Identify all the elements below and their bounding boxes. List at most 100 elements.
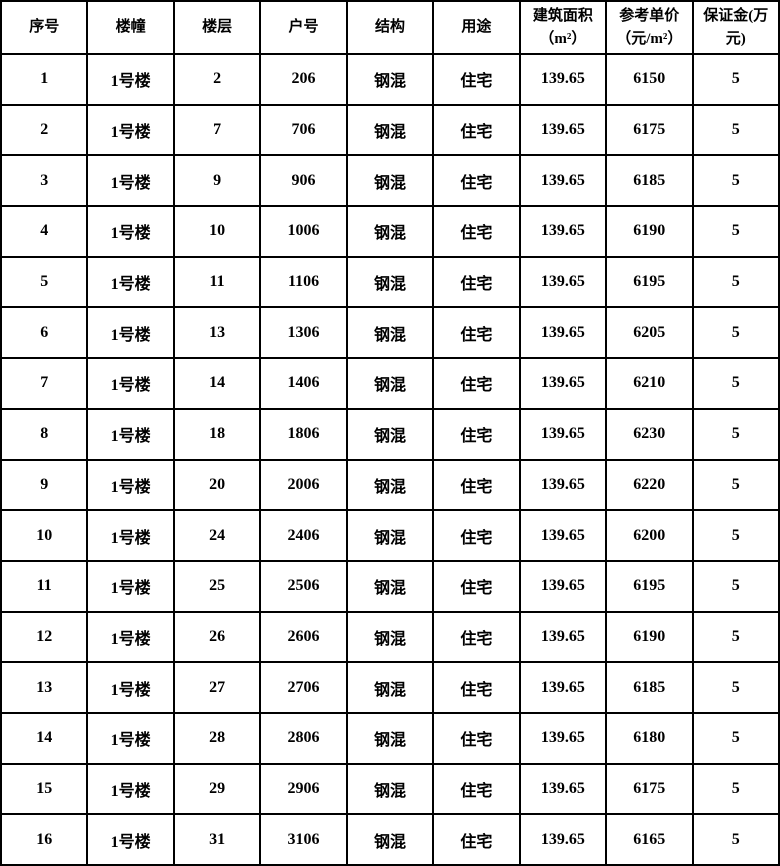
cell-unit-price: 6195 [605, 255, 694, 309]
table-body: 1 1号楼 2 206 钢混 住宅 139.65 6150 5 2 1号楼 7 706 钢混 住宅 139.6… [0, 53, 780, 866]
col-header-unit-no: 户号 [259, 0, 348, 55]
col-header-floor: 楼层 [172, 0, 262, 55]
cell-floor: 24 [172, 509, 262, 562]
cell-seq: 3 [0, 154, 89, 208]
table-header: 序号 楼幢 楼层 户号 结构 用途 建筑面积 （m²） 参考单价 （元/m²） 保证金(万 元) [0, 0, 780, 55]
col-header-deposit: 保证金(万 元) [691, 0, 780, 55]
cell-floor: 9 [172, 154, 262, 208]
cell-area: 139.65 [518, 762, 608, 816]
cell-area: 139.65 [518, 407, 608, 461]
cell-unit-price: 6200 [605, 509, 694, 562]
cell-unit-price: 6175 [605, 103, 694, 157]
table-row: 4 1号楼 10 1006 钢混 住宅 139.65 6190 5 [0, 205, 780, 258]
cell-building: 1号楼 [86, 255, 175, 309]
cell-unit-no: 1406 [259, 357, 348, 410]
cell-floor: 26 [172, 610, 262, 664]
cell-usage: 住宅 [432, 711, 521, 765]
cell-unit-no: 206 [259, 53, 348, 106]
cell-unit-price: 6165 [605, 813, 694, 866]
cell-seq: 8 [0, 407, 89, 461]
cell-building: 1号楼 [86, 357, 175, 410]
cell-building: 1号楼 [86, 103, 175, 157]
cell-building: 1号楼 [86, 306, 175, 360]
cell-deposit: 5 [691, 407, 780, 461]
cell-deposit: 5 [691, 559, 780, 613]
cell-building: 1号楼 [86, 813, 175, 866]
cell-unit-price: 6220 [605, 458, 694, 512]
cell-floor: 7 [172, 103, 262, 157]
cell-unit-no: 2906 [259, 762, 348, 816]
col-header-building: 楼幢 [86, 0, 175, 55]
cell-unit-no: 2406 [259, 509, 348, 562]
cell-usage: 住宅 [432, 661, 521, 714]
cell-seq: 14 [0, 711, 89, 765]
cell-area: 139.65 [518, 306, 608, 360]
table-row: 15 1号楼 29 2906 钢混 住宅 139.65 6175 5 [0, 762, 780, 816]
table-row: 7 1号楼 14 1406 钢混 住宅 139.65 6210 5 [0, 357, 780, 410]
cell-unit-price: 6175 [605, 762, 694, 816]
table-row: 6 1号楼 13 1306 钢混 住宅 139.65 6205 5 [0, 306, 780, 360]
cell-floor: 27 [172, 661, 262, 714]
table-row: 11 1号楼 25 2506 钢混 住宅 139.65 6195 5 [0, 559, 780, 613]
cell-usage: 住宅 [432, 762, 521, 816]
cell-usage: 住宅 [432, 53, 521, 106]
cell-building: 1号楼 [86, 711, 175, 765]
cell-deposit: 5 [691, 610, 780, 664]
cell-usage: 住宅 [432, 205, 521, 258]
table-row: 3 1号楼 9 906 钢混 住宅 139.65 6185 5 [0, 154, 780, 208]
cell-usage: 住宅 [432, 154, 521, 208]
cell-unit-no: 1006 [259, 205, 348, 258]
cell-usage: 住宅 [432, 559, 521, 613]
cell-structure: 钢混 [345, 813, 435, 866]
cell-floor: 29 [172, 762, 262, 816]
cell-seq: 2 [0, 103, 89, 157]
cell-floor: 20 [172, 458, 262, 512]
cell-deposit: 5 [691, 154, 780, 208]
cell-usage: 住宅 [432, 357, 521, 410]
cell-usage: 住宅 [432, 509, 521, 562]
cell-unit-no: 2006 [259, 458, 348, 512]
cell-deposit: 5 [691, 255, 780, 309]
cell-deposit: 5 [691, 509, 780, 562]
cell-unit-price: 6210 [605, 357, 694, 410]
cell-structure: 钢混 [345, 306, 435, 360]
cell-area: 139.65 [518, 661, 608, 714]
cell-unit-no: 1306 [259, 306, 348, 360]
cell-usage: 住宅 [432, 458, 521, 512]
cell-structure: 钢混 [345, 154, 435, 208]
cell-unit-no: 2806 [259, 711, 348, 765]
table-row: 5 1号楼 11 1106 钢混 住宅 139.65 6195 5 [0, 255, 780, 309]
cell-usage: 住宅 [432, 255, 521, 309]
cell-area: 139.65 [518, 458, 608, 512]
cell-seq: 16 [0, 813, 89, 866]
cell-floor: 14 [172, 357, 262, 410]
cell-building: 1号楼 [86, 762, 175, 816]
cell-seq: 9 [0, 458, 89, 512]
col-header-seq: 序号 [0, 0, 89, 55]
cell-area: 139.65 [518, 53, 608, 106]
cell-usage: 住宅 [432, 407, 521, 461]
cell-structure: 钢混 [345, 762, 435, 816]
table-row: 9 1号楼 20 2006 钢混 住宅 139.65 6220 5 [0, 458, 780, 512]
cell-building: 1号楼 [86, 610, 175, 664]
cell-structure: 钢混 [345, 559, 435, 613]
header-row: 序号 楼幢 楼层 户号 结构 用途 建筑面积 （m²） 参考单价 （元/m²） 保证金(万 元) [0, 0, 780, 55]
cell-structure: 钢混 [345, 610, 435, 664]
col-header-structure: 结构 [345, 0, 435, 55]
cell-floor: 28 [172, 711, 262, 765]
cell-floor: 25 [172, 559, 262, 613]
cell-unit-no: 906 [259, 154, 348, 208]
cell-area: 139.65 [518, 610, 608, 664]
cell-unit-price: 6195 [605, 559, 694, 613]
cell-unit-no: 2606 [259, 610, 348, 664]
cell-structure: 钢混 [345, 255, 435, 309]
table-row: 1 1号楼 2 206 钢混 住宅 139.65 6150 5 [0, 53, 780, 106]
cell-seq: 5 [0, 255, 89, 309]
cell-deposit: 5 [691, 205, 780, 258]
cell-usage: 住宅 [432, 306, 521, 360]
cell-unit-no: 1106 [259, 255, 348, 309]
cell-floor: 13 [172, 306, 262, 360]
cell-seq: 13 [0, 661, 89, 714]
